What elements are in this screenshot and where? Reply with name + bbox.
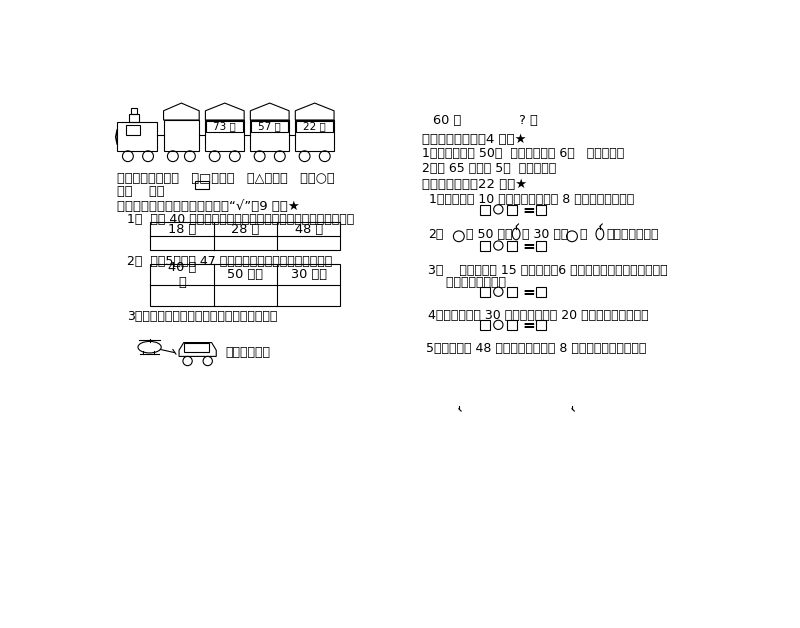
Text: 3、小汽车的价錢比飞机便宜一些，小汽车可: 3、小汽车的价錢比飞机便宜一些，小汽车可 [127, 310, 278, 323]
Bar [296, 121, 334, 132]
Text: 4、美术小组有 30 人，其中女生有 20 人，男生有多少人？: 4、美术小组有 30 人，其中女生有 20 人，男生有多少人？ [428, 310, 649, 322]
Text: 22 元: 22 元 [303, 121, 326, 131]
Text: 七、解决问题（22 分）★: 七、解决问题（22 分）★ [422, 178, 526, 191]
Bar [536, 287, 546, 297]
Bar [131, 107, 138, 114]
Bar [480, 241, 490, 251]
Text: 六、文字叙述题（4 分）★: 六、文字叙述题（4 分）★ [422, 133, 526, 146]
Bar [480, 287, 490, 297]
Text: 1、  梨有 40 个，苹果的个数比梨少得多，苹果可能有多少个？: 1、 梨有 40 个，苹果的个数比梨少得多，苹果可能有多少个？ [127, 213, 354, 226]
Text: 2．从 65 里减去 5，  差是多少？: 2．从 65 里减去 5， 差是多少？ [422, 161, 556, 175]
Text: 1、阿姨买来 10 米布，做衣服用了 8 米，还剩几米？。: 1、阿姨买来 10 米布，做衣服用了 8 米，还剩几米？。 [430, 193, 634, 206]
Text: 50 座的: 50 座的 [227, 268, 263, 281]
Text: 5、商店原有 48 台电视机，卖出了 8 台后，还剩下多少台？: 5、商店原有 48 台电视机，卖出了 8 台后，还剩下多少台？ [426, 342, 646, 355]
Text: 能要多少錢？: 能要多少錢？ [226, 347, 270, 359]
Text: =: = [522, 318, 535, 333]
Text: 57 元: 57 元 [258, 121, 281, 131]
Text: 73 元: 73 元 [214, 121, 236, 131]
Bar [117, 122, 158, 151]
Text: 有（    ）个: 有（ ）个 [117, 185, 169, 198]
Text: 28 个: 28 个 [231, 223, 259, 236]
Bar [150, 264, 340, 306]
Bar [507, 320, 517, 330]
Bar [480, 320, 490, 330]
Text: 和红金鱼同样多？: 和红金鱼同样多？ [434, 276, 506, 290]
Bar [126, 124, 140, 136]
Bar [163, 120, 199, 151]
Text: 30 座的: 30 座的 [290, 268, 326, 281]
Bar [536, 320, 546, 330]
Bar [507, 241, 517, 251]
Bar [507, 287, 517, 297]
Text: 2、  三（5）班有 47 人去春游，坐哪辆汽车比较合适？: 2、 三（5）班有 47 人去春游，坐哪辆汽车比较合适？ [127, 255, 332, 268]
Text: 40 座
的: 40 座 的 [168, 261, 196, 289]
Bar [206, 121, 243, 132]
Bar [250, 120, 289, 151]
Text: 这辆小火车里有（   ）□，有（   ）△，有（   ）个○，: 这辆小火车里有（ ）□，有（ ）△，有（ ）个○， [117, 171, 334, 185]
Bar [185, 342, 210, 352]
Bar [150, 222, 340, 250]
Bar [251, 121, 288, 132]
Text: 60 元              ? 元: 60 元 ? 元 [434, 114, 538, 127]
Bar [295, 120, 334, 151]
Bar [480, 205, 490, 215]
Text: 48 个: 48 个 [294, 223, 322, 236]
Text: 有 50 个，: 有 50 个， [466, 228, 512, 241]
Text: 2、: 2、 [428, 228, 443, 241]
Bar [507, 205, 517, 215]
Bar [194, 181, 209, 188]
Text: 3、    金鱼缸里有 15 条红金鱼，6 条花金鱼，再买几条花金鱼就: 3、 金鱼缸里有 15 条红金鱼，6 条花金鱼，再买几条花金鱼就 [428, 264, 667, 277]
Text: 和: 和 [579, 228, 586, 241]
Text: 五、在你认为合适的答案下面打“√”（9 分）★: 五、在你认为合适的答案下面打“√”（9 分）★ [117, 200, 300, 213]
Text: 18 个: 18 个 [168, 223, 196, 236]
Text: =: = [522, 239, 535, 254]
Bar [536, 205, 546, 215]
Text: 一共有多少个？: 一共有多少个？ [606, 228, 658, 241]
Text: 有 30 个，: 有 30 个， [522, 228, 569, 241]
Text: =: = [522, 285, 535, 300]
Bar [130, 114, 138, 122]
Bar [206, 120, 244, 151]
Text: =: = [522, 203, 535, 218]
Text: 1．一个加数是 50，  另一个加数是 6，   和是多少？: 1．一个加数是 50， 另一个加数是 6， 和是多少？ [422, 147, 624, 160]
Bar [536, 241, 546, 251]
